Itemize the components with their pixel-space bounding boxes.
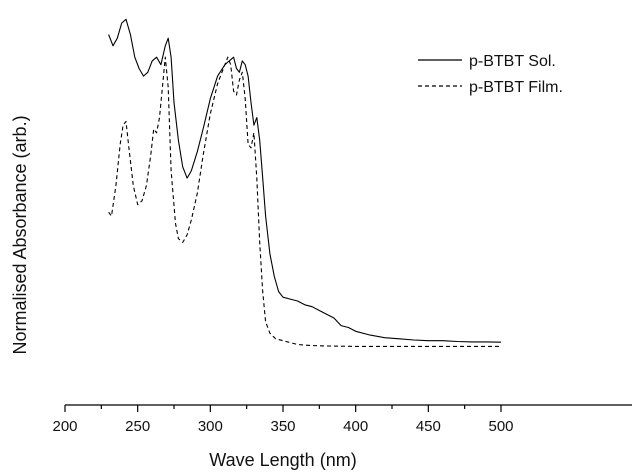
x-tick-label: 200 — [52, 418, 77, 435]
x-axis-ticks: 200 250 300 350 400 450 500 — [52, 405, 514, 435]
legend-label-film: p-BTBT Film. — [469, 79, 563, 96]
x-tick-label: 250 — [125, 418, 150, 435]
x-tick-label: 350 — [270, 418, 295, 435]
plot-area — [108, 18, 502, 347]
x-tick-label: 450 — [416, 418, 441, 435]
x-tick-label: 400 — [343, 418, 368, 435]
x-tick-label: 300 — [198, 418, 223, 435]
legend-label-sol: p-BTBT Sol. — [469, 53, 556, 70]
x-tick-label: 500 — [488, 418, 513, 435]
legend: p-BTBT Sol. p-BTBT Film. — [418, 53, 563, 96]
y-axis-title: Normalised Absorbance (arb.) — [10, 115, 30, 354]
series-line-film — [108, 56, 501, 347]
x-axis-title: Wave Length (nm) — [209, 450, 356, 470]
series-line-sol — [108, 18, 502, 343]
